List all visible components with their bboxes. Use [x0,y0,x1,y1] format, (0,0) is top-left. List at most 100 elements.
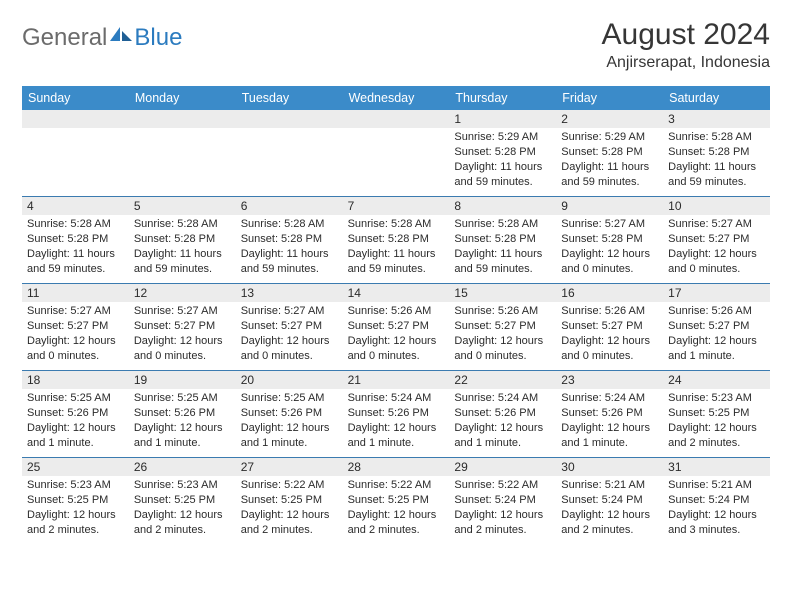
calendar-cell: 16Sunrise: 5:26 AMSunset: 5:27 PMDayligh… [556,284,663,370]
day-header: Friday [556,86,663,110]
daylight-text: Daylight: 11 hours and 59 minutes. [27,247,124,277]
daylight-text: Daylight: 12 hours and 1 minute. [561,421,658,451]
day-number [236,110,343,128]
daylight-text: Daylight: 12 hours and 0 minutes. [27,334,124,364]
day-details: Sunrise: 5:24 AMSunset: 5:26 PMDaylight:… [556,389,663,452]
day-number: 26 [129,458,236,476]
calendar-cell: 11Sunrise: 5:27 AMSunset: 5:27 PMDayligh… [22,284,129,370]
day-details: Sunrise: 5:26 AMSunset: 5:27 PMDaylight:… [556,302,663,365]
calendar-cell: 27Sunrise: 5:22 AMSunset: 5:25 PMDayligh… [236,458,343,544]
calendar-cell: 14Sunrise: 5:26 AMSunset: 5:27 PMDayligh… [343,284,450,370]
sunset-text: Sunset: 5:27 PM [668,232,765,247]
day-number: 20 [236,371,343,389]
calendar-cell: 18Sunrise: 5:25 AMSunset: 5:26 PMDayligh… [22,371,129,457]
day-number [22,110,129,128]
sunset-text: Sunset: 5:27 PM [668,319,765,334]
daylight-text: Daylight: 11 hours and 59 minutes. [668,160,765,190]
day-number: 11 [22,284,129,302]
daylight-text: Daylight: 12 hours and 0 minutes. [561,334,658,364]
daylight-text: Daylight: 12 hours and 2 minutes. [561,508,658,538]
calendar-cell: 2Sunrise: 5:29 AMSunset: 5:28 PMDaylight… [556,110,663,196]
day-number: 23 [556,371,663,389]
calendar-cell: 30Sunrise: 5:21 AMSunset: 5:24 PMDayligh… [556,458,663,544]
day-details: Sunrise: 5:28 AMSunset: 5:28 PMDaylight:… [22,215,129,278]
sunrise-text: Sunrise: 5:25 AM [241,391,338,406]
sunrise-text: Sunrise: 5:28 AM [134,217,231,232]
daylight-text: Daylight: 12 hours and 2 minutes. [454,508,551,538]
sunset-text: Sunset: 5:26 PM [27,406,124,421]
sunset-text: Sunset: 5:26 PM [134,406,231,421]
calendar-cell [236,110,343,196]
sunset-text: Sunset: 5:28 PM [27,232,124,247]
calendar-cell [22,110,129,196]
sunrise-text: Sunrise: 5:27 AM [134,304,231,319]
sunset-text: Sunset: 5:25 PM [348,493,445,508]
calendar-week: 18Sunrise: 5:25 AMSunset: 5:26 PMDayligh… [22,370,770,457]
sunset-text: Sunset: 5:24 PM [561,493,658,508]
day-details: Sunrise: 5:22 AMSunset: 5:25 PMDaylight:… [343,476,450,539]
day-number: 13 [236,284,343,302]
day-details: Sunrise: 5:29 AMSunset: 5:28 PMDaylight:… [556,128,663,191]
sunrise-text: Sunrise: 5:26 AM [561,304,658,319]
day-number: 28 [343,458,450,476]
day-details: Sunrise: 5:26 AMSunset: 5:27 PMDaylight:… [663,302,770,365]
day-number: 30 [556,458,663,476]
day-header: Saturday [663,86,770,110]
calendar-cell: 28Sunrise: 5:22 AMSunset: 5:25 PMDayligh… [343,458,450,544]
sunset-text: Sunset: 5:27 PM [561,319,658,334]
calendar-cell: 7Sunrise: 5:28 AMSunset: 5:28 PMDaylight… [343,197,450,283]
day-header: Tuesday [236,86,343,110]
logo: General Blue [22,24,182,52]
sunset-text: Sunset: 5:25 PM [241,493,338,508]
day-details: Sunrise: 5:23 AMSunset: 5:25 PMDaylight:… [663,389,770,452]
calendar-cell: 15Sunrise: 5:26 AMSunset: 5:27 PMDayligh… [449,284,556,370]
day-details: Sunrise: 5:28 AMSunset: 5:28 PMDaylight:… [129,215,236,278]
month-title: August 2024 [602,18,770,52]
sunrise-text: Sunrise: 5:25 AM [134,391,231,406]
daylight-text: Daylight: 12 hours and 0 minutes. [668,247,765,277]
day-details: Sunrise: 5:28 AMSunset: 5:28 PMDaylight:… [236,215,343,278]
day-number: 10 [663,197,770,215]
day-details: Sunrise: 5:25 AMSunset: 5:26 PMDaylight:… [22,389,129,452]
daylight-text: Daylight: 11 hours and 59 minutes. [454,160,551,190]
logo-text-general: General [22,24,107,52]
day-number: 24 [663,371,770,389]
calendar-cell: 4Sunrise: 5:28 AMSunset: 5:28 PMDaylight… [22,197,129,283]
daylight-text: Daylight: 12 hours and 2 minutes. [134,508,231,538]
calendar-week: 4Sunrise: 5:28 AMSunset: 5:28 PMDaylight… [22,196,770,283]
daylight-text: Daylight: 12 hours and 1 minute. [454,421,551,451]
day-number: 17 [663,284,770,302]
sunset-text: Sunset: 5:27 PM [241,319,338,334]
calendar-cell: 19Sunrise: 5:25 AMSunset: 5:26 PMDayligh… [129,371,236,457]
day-number: 29 [449,458,556,476]
daylight-text: Daylight: 12 hours and 2 minutes. [241,508,338,538]
calendar-cell: 29 Sunrise: 5:22 AMSunset: 5:24 PMDayligh… [449,458,556,544]
daylight-text: Daylight: 12 hours and 2 minutes. [27,508,124,538]
sunrise-text: Sunrise: 5:27 AM [561,217,658,232]
day-number: 19 [129,371,236,389]
day-number: 21 [343,371,450,389]
sunrise-text: Sunrise: 5:28 AM [454,217,551,232]
sunrise-text: Sunrise: 5:27 AM [241,304,338,319]
sunrise-text: Sunrise: 5:27 AM [27,304,124,319]
sunrise-text: Sunrise: 5:22 AM [454,478,551,493]
sunset-text: Sunset: 5:26 PM [241,406,338,421]
day-number: 4 [22,197,129,215]
day-details: Sunrise: 5:28 AMSunset: 5:28 PMDaylight:… [343,215,450,278]
day-number: 7 [343,197,450,215]
sunrise-text: Sunrise: 5:26 AM [454,304,551,319]
sunset-text: Sunset: 5:24 PM [454,493,551,508]
day-details: Sunrise: 5:26 AMSunset: 5:27 PMDaylight:… [449,302,556,365]
day-number: 3 [663,110,770,128]
sunset-text: Sunset: 5:28 PM [454,145,551,160]
sunset-text: Sunset: 5:28 PM [668,145,765,160]
day-details: Sunrise: 5:21 AMSunset: 5:24 PMDaylight:… [663,476,770,539]
sunset-text: Sunset: 5:28 PM [241,232,338,247]
sunset-text: Sunset: 5:28 PM [561,232,658,247]
calendar-week: 25Sunrise: 5:23 AMSunset: 5:25 PMDayligh… [22,457,770,544]
day-number: 8 [449,197,556,215]
day-header: Sunday [22,86,129,110]
day-details: Sunrise: 5:27 AMSunset: 5:27 PMDaylight:… [663,215,770,278]
sunrise-text: Sunrise: 5:28 AM [27,217,124,232]
sunrise-text: Sunrise: 5:29 AM [454,130,551,145]
